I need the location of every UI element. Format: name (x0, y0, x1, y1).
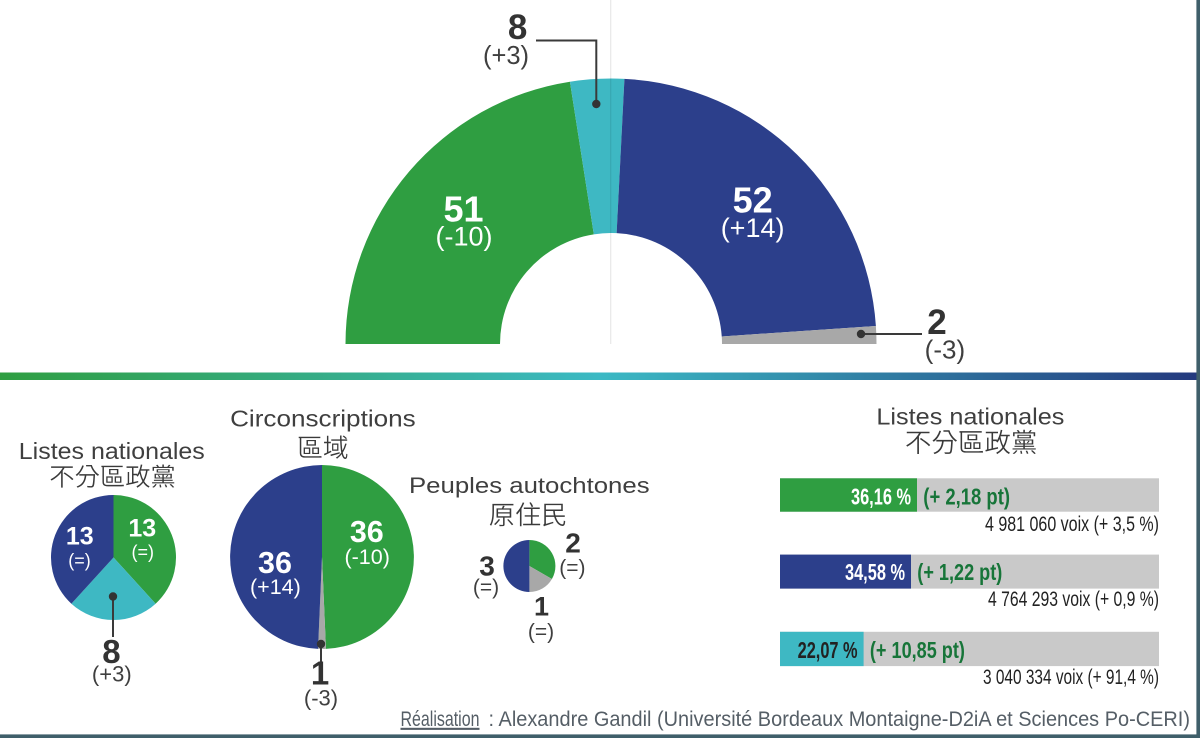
svg-text:(+ 2,18 pt): (+ 2,18 pt) (923, 483, 1010, 509)
svg-text:(+14): (+14) (250, 575, 301, 599)
svg-text:(+14): (+14) (721, 213, 785, 243)
svg-text:(+ 10,85 pt): (+ 10,85 pt) (870, 637, 965, 663)
svg-text:: Alexandre Gandil (Université: : Alexandre Gandil (Université Bordeaux … (483, 708, 1190, 731)
svg-text:(-10): (-10) (435, 222, 492, 252)
svg-text:(=): (=) (528, 621, 554, 644)
svg-text:(=): (=) (68, 551, 91, 571)
svg-text:Listes nationales: Listes nationales (876, 404, 1064, 430)
svg-text:8: 8 (508, 8, 527, 47)
svg-text:3: 3 (479, 551, 495, 582)
svg-text:4 981 060 voix (+ 3,5 %): 4 981 060 voix (+ 3,5 %) (985, 513, 1159, 536)
svg-text:Circonscriptions: Circonscriptions (230, 406, 416, 432)
svg-text:Peuples autochtones: Peuples autochtones (409, 473, 650, 498)
svg-text:13: 13 (66, 523, 94, 551)
svg-text:1: 1 (534, 591, 549, 621)
svg-text:(+3): (+3) (483, 42, 529, 70)
svg-text:52: 52 (733, 180, 773, 221)
svg-text:Listes nationales: Listes nationales (19, 438, 205, 464)
svg-text:36: 36 (350, 515, 384, 549)
svg-text:34,58 %: 34,58 % (845, 559, 905, 585)
svg-text:1: 1 (311, 655, 329, 692)
svg-text:(-3): (-3) (925, 335, 965, 365)
svg-text:(=): (=) (559, 556, 585, 579)
svg-text:36: 36 (258, 546, 292, 580)
svg-text:8: 8 (102, 633, 120, 670)
svg-text:(=): (=) (473, 576, 499, 599)
svg-text:2: 2 (927, 303, 946, 342)
svg-text:51: 51 (443, 188, 483, 229)
svg-text:(+3): (+3) (92, 662, 132, 687)
svg-text:(-10): (-10) (344, 545, 389, 569)
svg-text:(-3): (-3) (304, 686, 338, 711)
svg-text:Réalisation: Réalisation (401, 708, 480, 731)
svg-text:4 764 293 voix (+ 0,9 %): 4 764 293 voix (+ 0,9 %) (988, 588, 1159, 611)
svg-text:13: 13 (128, 515, 156, 543)
svg-text:3 040 334 voix (+ 91,4 %): 3 040 334 voix (+ 91,4 %) (983, 666, 1159, 689)
svg-text:22,07 %: 22,07 % (798, 637, 858, 663)
svg-text:(+ 1,22 pt): (+ 1,22 pt) (917, 559, 1002, 585)
svg-text:2: 2 (565, 527, 581, 558)
svg-text:36,16 %: 36,16 % (851, 483, 911, 509)
svg-text:(=): (=) (132, 542, 155, 562)
